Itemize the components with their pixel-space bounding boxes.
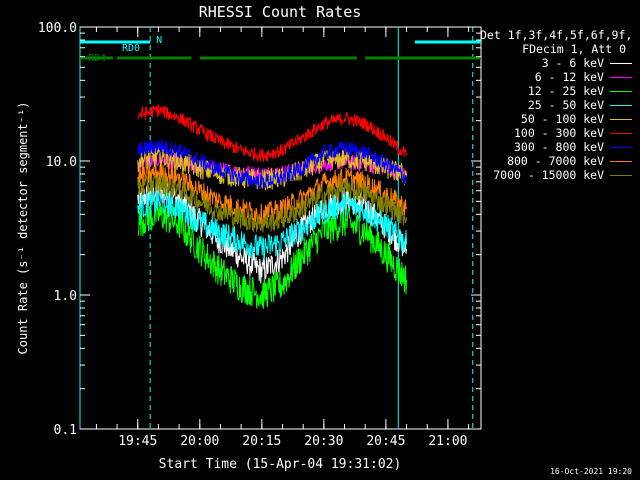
legend-swatch xyxy=(610,104,632,106)
legend-swatch xyxy=(610,160,632,162)
x-axis-ticks: 19:45 20:00 20:15 20:30 20:45 21:00 xyxy=(95,27,470,449)
legend-entry-label: 3 - 6 keV xyxy=(541,56,604,70)
legend-header-line-1: Det 1f,3f,4f,5f,6f,9f, xyxy=(480,28,633,42)
night-marker-label: N xyxy=(156,35,162,46)
legend-entry: 12 - 25 keV xyxy=(480,84,636,98)
series-line xyxy=(137,139,408,190)
legend-swatch xyxy=(610,76,632,78)
x-axis-label: Start Time (15-Apr-04 19:31:02) xyxy=(159,457,402,472)
legend-swatch xyxy=(610,146,632,148)
legend-swatch xyxy=(610,118,632,120)
chart-title: RHESSI Count Rates xyxy=(199,3,362,21)
x-tick-label: 20:15 xyxy=(242,434,281,449)
legend-entry-label: 800 - 7000 keV xyxy=(507,154,604,168)
legend-entry: 100 - 300 keV xyxy=(480,126,636,140)
attenuator-bar-label: RD0 xyxy=(122,43,140,54)
legend-entry: 25 - 50 keV xyxy=(480,98,636,112)
vertical-markers xyxy=(79,27,474,429)
x-tick-label: 20:00 xyxy=(180,434,219,449)
legend-entry-label: 25 - 50 keV xyxy=(527,98,604,112)
y-tick-label: 100.0 xyxy=(38,21,77,36)
legend-entry-label: 300 - 800 keV xyxy=(513,140,604,154)
attenuator-bar-label: RD4 xyxy=(88,53,106,64)
timestamp: 16-Oct-2021 19:20 xyxy=(550,467,632,476)
legend-entry: 3 - 6 keV xyxy=(480,56,636,70)
legend-entry-label: 50 - 100 keV xyxy=(520,112,604,126)
series-lines xyxy=(137,104,408,309)
legend-entries: 3 - 6 keV 6 - 12 keV 12 - 25 keV 25 - 50 ke… xyxy=(480,56,636,182)
series-line xyxy=(137,163,408,225)
series-line xyxy=(137,146,408,191)
y-tick-label: 10.0 xyxy=(46,155,77,170)
legend-header-line-2: FDecim 1, Att 0 xyxy=(522,42,626,56)
x-tick-label: 19:45 xyxy=(118,434,157,449)
y-tick-label: 1.0 xyxy=(54,289,77,304)
series-line xyxy=(137,104,408,163)
legend-entry: 6 - 12 keV xyxy=(480,70,636,84)
plot-frame xyxy=(79,26,482,430)
y-axis-ticks: 0.1 1.0 10.0 100.0 xyxy=(38,21,481,438)
legend-swatch xyxy=(610,90,632,92)
series-line xyxy=(137,188,408,262)
legend-entry-label: 7000 - 15000 keV xyxy=(493,168,604,182)
legend-swatch xyxy=(610,62,632,64)
legend-entry: 800 - 7000 keV xyxy=(480,154,636,168)
legend-entry-label: 100 - 300 keV xyxy=(513,126,604,140)
x-tick-label: 20:30 xyxy=(304,434,343,449)
legend-entry: 300 - 800 keV xyxy=(480,140,636,154)
y-tick-label: 0.1 xyxy=(54,423,77,438)
legend: Det 1f,3f,4f,5f,6f,9f, FDecim 1, Att 0 3… xyxy=(480,28,636,182)
legend-entry: 50 - 100 keV xyxy=(480,112,636,126)
legend-swatch xyxy=(610,132,632,134)
attenuator-bars: RD0 RD4 N xyxy=(80,35,481,64)
x-tick-label: 21:00 xyxy=(428,434,467,449)
y-axis-label: Count Rate (s⁻¹ detector segment⁻¹) xyxy=(16,102,30,355)
legend-entry-label: 6 - 12 keV xyxy=(534,70,604,84)
series-line xyxy=(137,173,408,233)
legend-swatch xyxy=(610,174,632,176)
legend-entry-label: 12 - 25 keV xyxy=(527,84,604,98)
legend-entry: 7000 - 15000 keV xyxy=(480,168,636,182)
x-tick-label: 20:45 xyxy=(366,434,405,449)
